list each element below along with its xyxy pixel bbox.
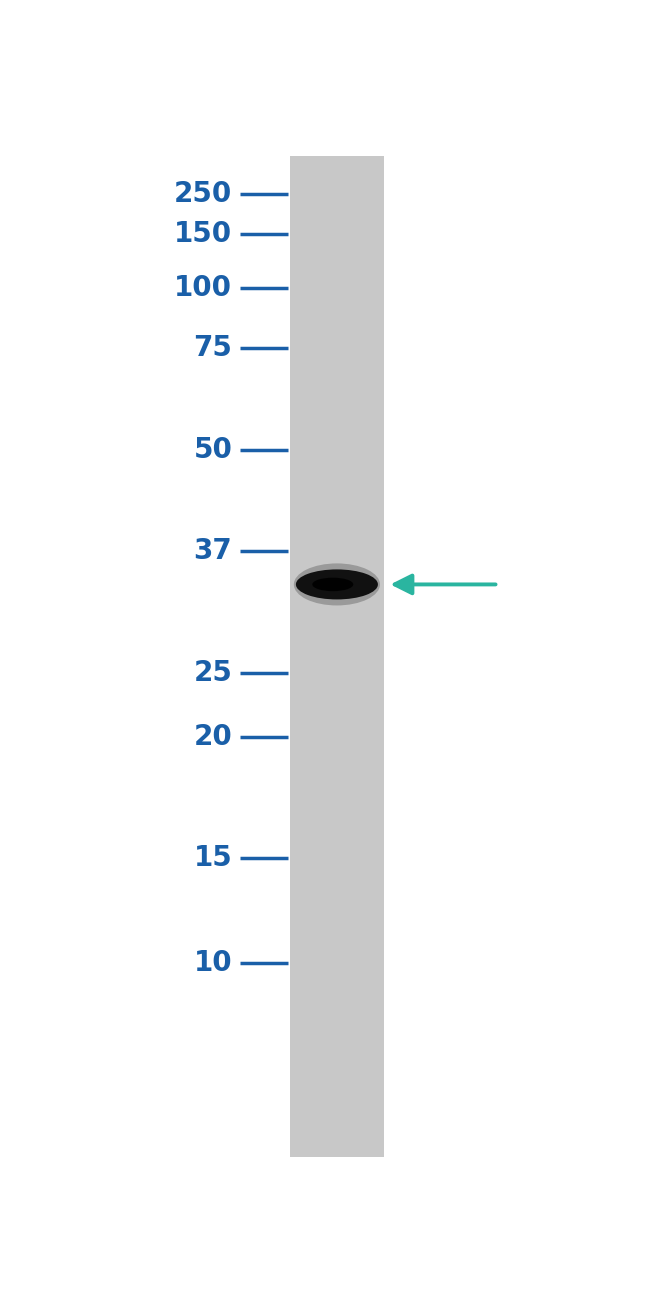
Ellipse shape	[296, 569, 378, 599]
Text: 75: 75	[194, 334, 232, 363]
Text: 250: 250	[174, 179, 232, 208]
Text: 25: 25	[194, 659, 232, 686]
Text: 50: 50	[194, 437, 232, 464]
Bar	[291, 156, 384, 1157]
Ellipse shape	[312, 577, 354, 592]
Text: 15: 15	[194, 844, 232, 872]
Ellipse shape	[294, 563, 380, 606]
Text: 150: 150	[174, 220, 232, 248]
Text: 20: 20	[194, 723, 232, 750]
Text: 100: 100	[174, 274, 232, 302]
Text: 37: 37	[194, 537, 232, 566]
Text: 10: 10	[194, 949, 232, 976]
